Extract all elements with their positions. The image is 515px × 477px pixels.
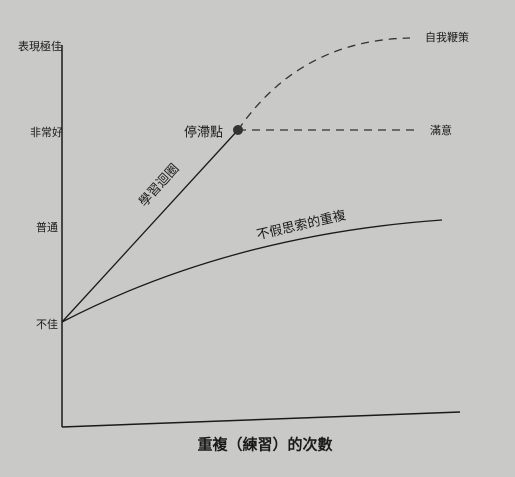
y-label: 普通: [36, 220, 58, 234]
x-axis: [61, 411, 461, 428]
satisfied-label: 滿意: [430, 123, 452, 137]
autopilot-curve: [61, 219, 443, 323]
y-label: 不佳: [36, 317, 58, 331]
x-label: 重複（練習）的次數: [197, 436, 332, 454]
plateau-label: 停滯點: [184, 125, 223, 141]
learning-line: [61, 129, 239, 323]
plateau-point: [233, 125, 243, 135]
y-label: 非常好: [30, 125, 63, 139]
push-label: 自我鞭策: [425, 30, 469, 44]
push-curve: [237, 37, 411, 131]
y-label: 表現極佳: [18, 39, 62, 53]
